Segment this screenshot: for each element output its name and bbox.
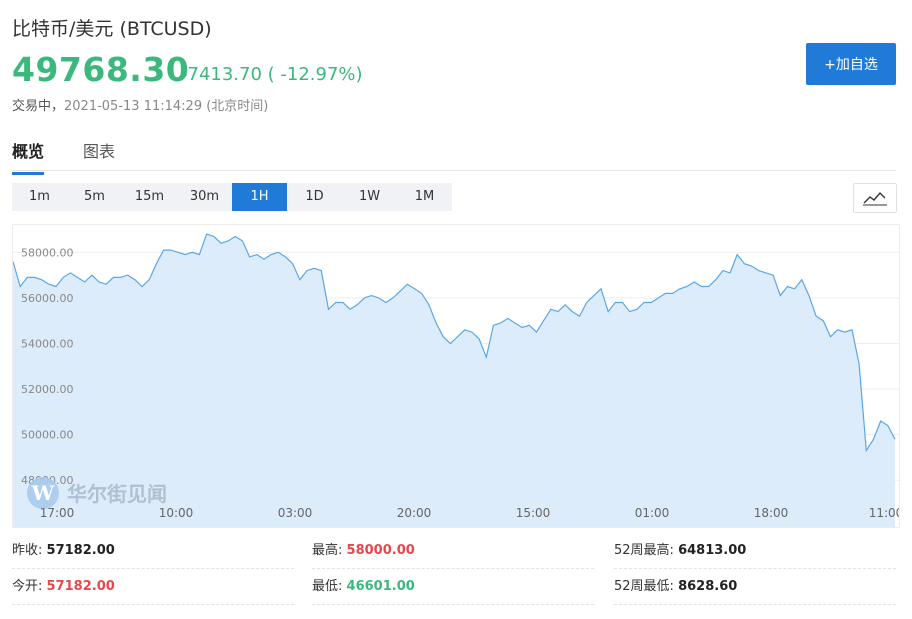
period-1d[interactable]: 1D — [305, 189, 324, 204]
x-tick-label: 17:00 — [40, 506, 75, 520]
stat-value: 57182.00 — [46, 543, 115, 558]
period-1w[interactable]: 1W — [358, 189, 381, 204]
line-chart-icon — [863, 191, 887, 206]
y-tick-label: 56000.00 — [21, 292, 74, 305]
last-price: 49768.30 — [12, 50, 190, 89]
timestamp: 2021-05-13 11:14:29 (北京时间) — [64, 99, 269, 114]
x-tick-label: 03:00 — [278, 506, 313, 520]
period-30m[interactable]: 30m — [189, 189, 220, 204]
stat-label: 最高: — [312, 543, 343, 558]
tab-chart[interactable]: 图表 — [83, 142, 116, 161]
stat-high: 最高: 58000.00 — [312, 534, 594, 569]
x-tick-label: 18:00 — [754, 506, 789, 520]
svg-text:W: W — [31, 481, 55, 505]
period-selector: 1m 5m 15m 30m 1H 1D 1W 1M — [12, 183, 452, 211]
price-chart[interactable]: 58000.00 56000.00 54000.00 52000.00 50000.00… — [12, 224, 903, 528]
watermark-logo: W 华尔街见闻 — [27, 477, 167, 509]
x-tick-label: 10:00 — [159, 506, 194, 520]
tab-overview[interactable]: 概览 — [12, 138, 45, 175]
stat-value: 46601.00 — [346, 579, 415, 594]
add-to-watchlist-button[interactable]: +加自选 — [806, 43, 896, 85]
price-chart-svg: 58000.00 56000.00 54000.00 52000.00 50000.00… — [12, 233, 903, 527]
stat-label: 昨收: — [12, 543, 43, 558]
stat-value: 8628.60 — [678, 579, 738, 594]
instrument-title: 比特币/美元 (BTCUSD) — [12, 18, 212, 40]
x-tick-label: 20:00 — [397, 506, 432, 520]
price-area — [13, 234, 895, 527]
stat-value: 57182.00 — [46, 579, 115, 594]
y-tick-label: 58000.00 — [21, 246, 74, 259]
stat-low: 最低: 46601.00 — [312, 570, 594, 605]
trading-status: 交易中，2021-05-13 11:14:29 (北京时间) — [12, 95, 268, 114]
period-1m[interactable]: 1m — [29, 189, 50, 204]
y-tick-label: 50000.00 — [21, 429, 74, 442]
period-15m[interactable]: 15m — [134, 189, 165, 204]
stat-prev-close: 昨收: 57182.00 — [12, 534, 294, 569]
watermark-text: 华尔街见闻 — [67, 482, 167, 506]
stat-52w-low: 52周最低: 8628.60 — [614, 570, 896, 605]
price-change: -7413.70 ( -12.97%) — [181, 64, 363, 85]
status-text: 交易中， — [12, 99, 65, 114]
stat-label: 52周最高: — [614, 543, 674, 558]
x-tick-label: 11:00 — [869, 506, 899, 520]
period-5m[interactable]: 5m — [84, 189, 105, 204]
x-tick-label: 01:00 — [635, 506, 670, 520]
period-1h[interactable]: 1H — [232, 183, 287, 211]
y-tick-label: 54000.00 — [21, 337, 74, 350]
stat-52w-high: 52周最高: 64813.00 — [614, 534, 896, 569]
stat-label: 52周最低: — [614, 579, 674, 594]
period-1mo[interactable]: 1M — [414, 189, 435, 204]
chart-type-button[interactable] — [853, 183, 897, 213]
stat-value: 64813.00 — [678, 543, 747, 558]
stat-value: 58000.00 — [346, 543, 415, 558]
price-line — [12, 233, 896, 453]
x-tick-label: 15:00 — [516, 506, 551, 520]
tab-bar: 概览 图表 — [12, 138, 896, 175]
stat-label: 今开: — [12, 579, 43, 594]
y-tick-label: 52000.00 — [21, 383, 74, 396]
stat-label: 最低: — [312, 579, 343, 594]
stat-open: 今开: 57182.00 — [12, 570, 294, 605]
